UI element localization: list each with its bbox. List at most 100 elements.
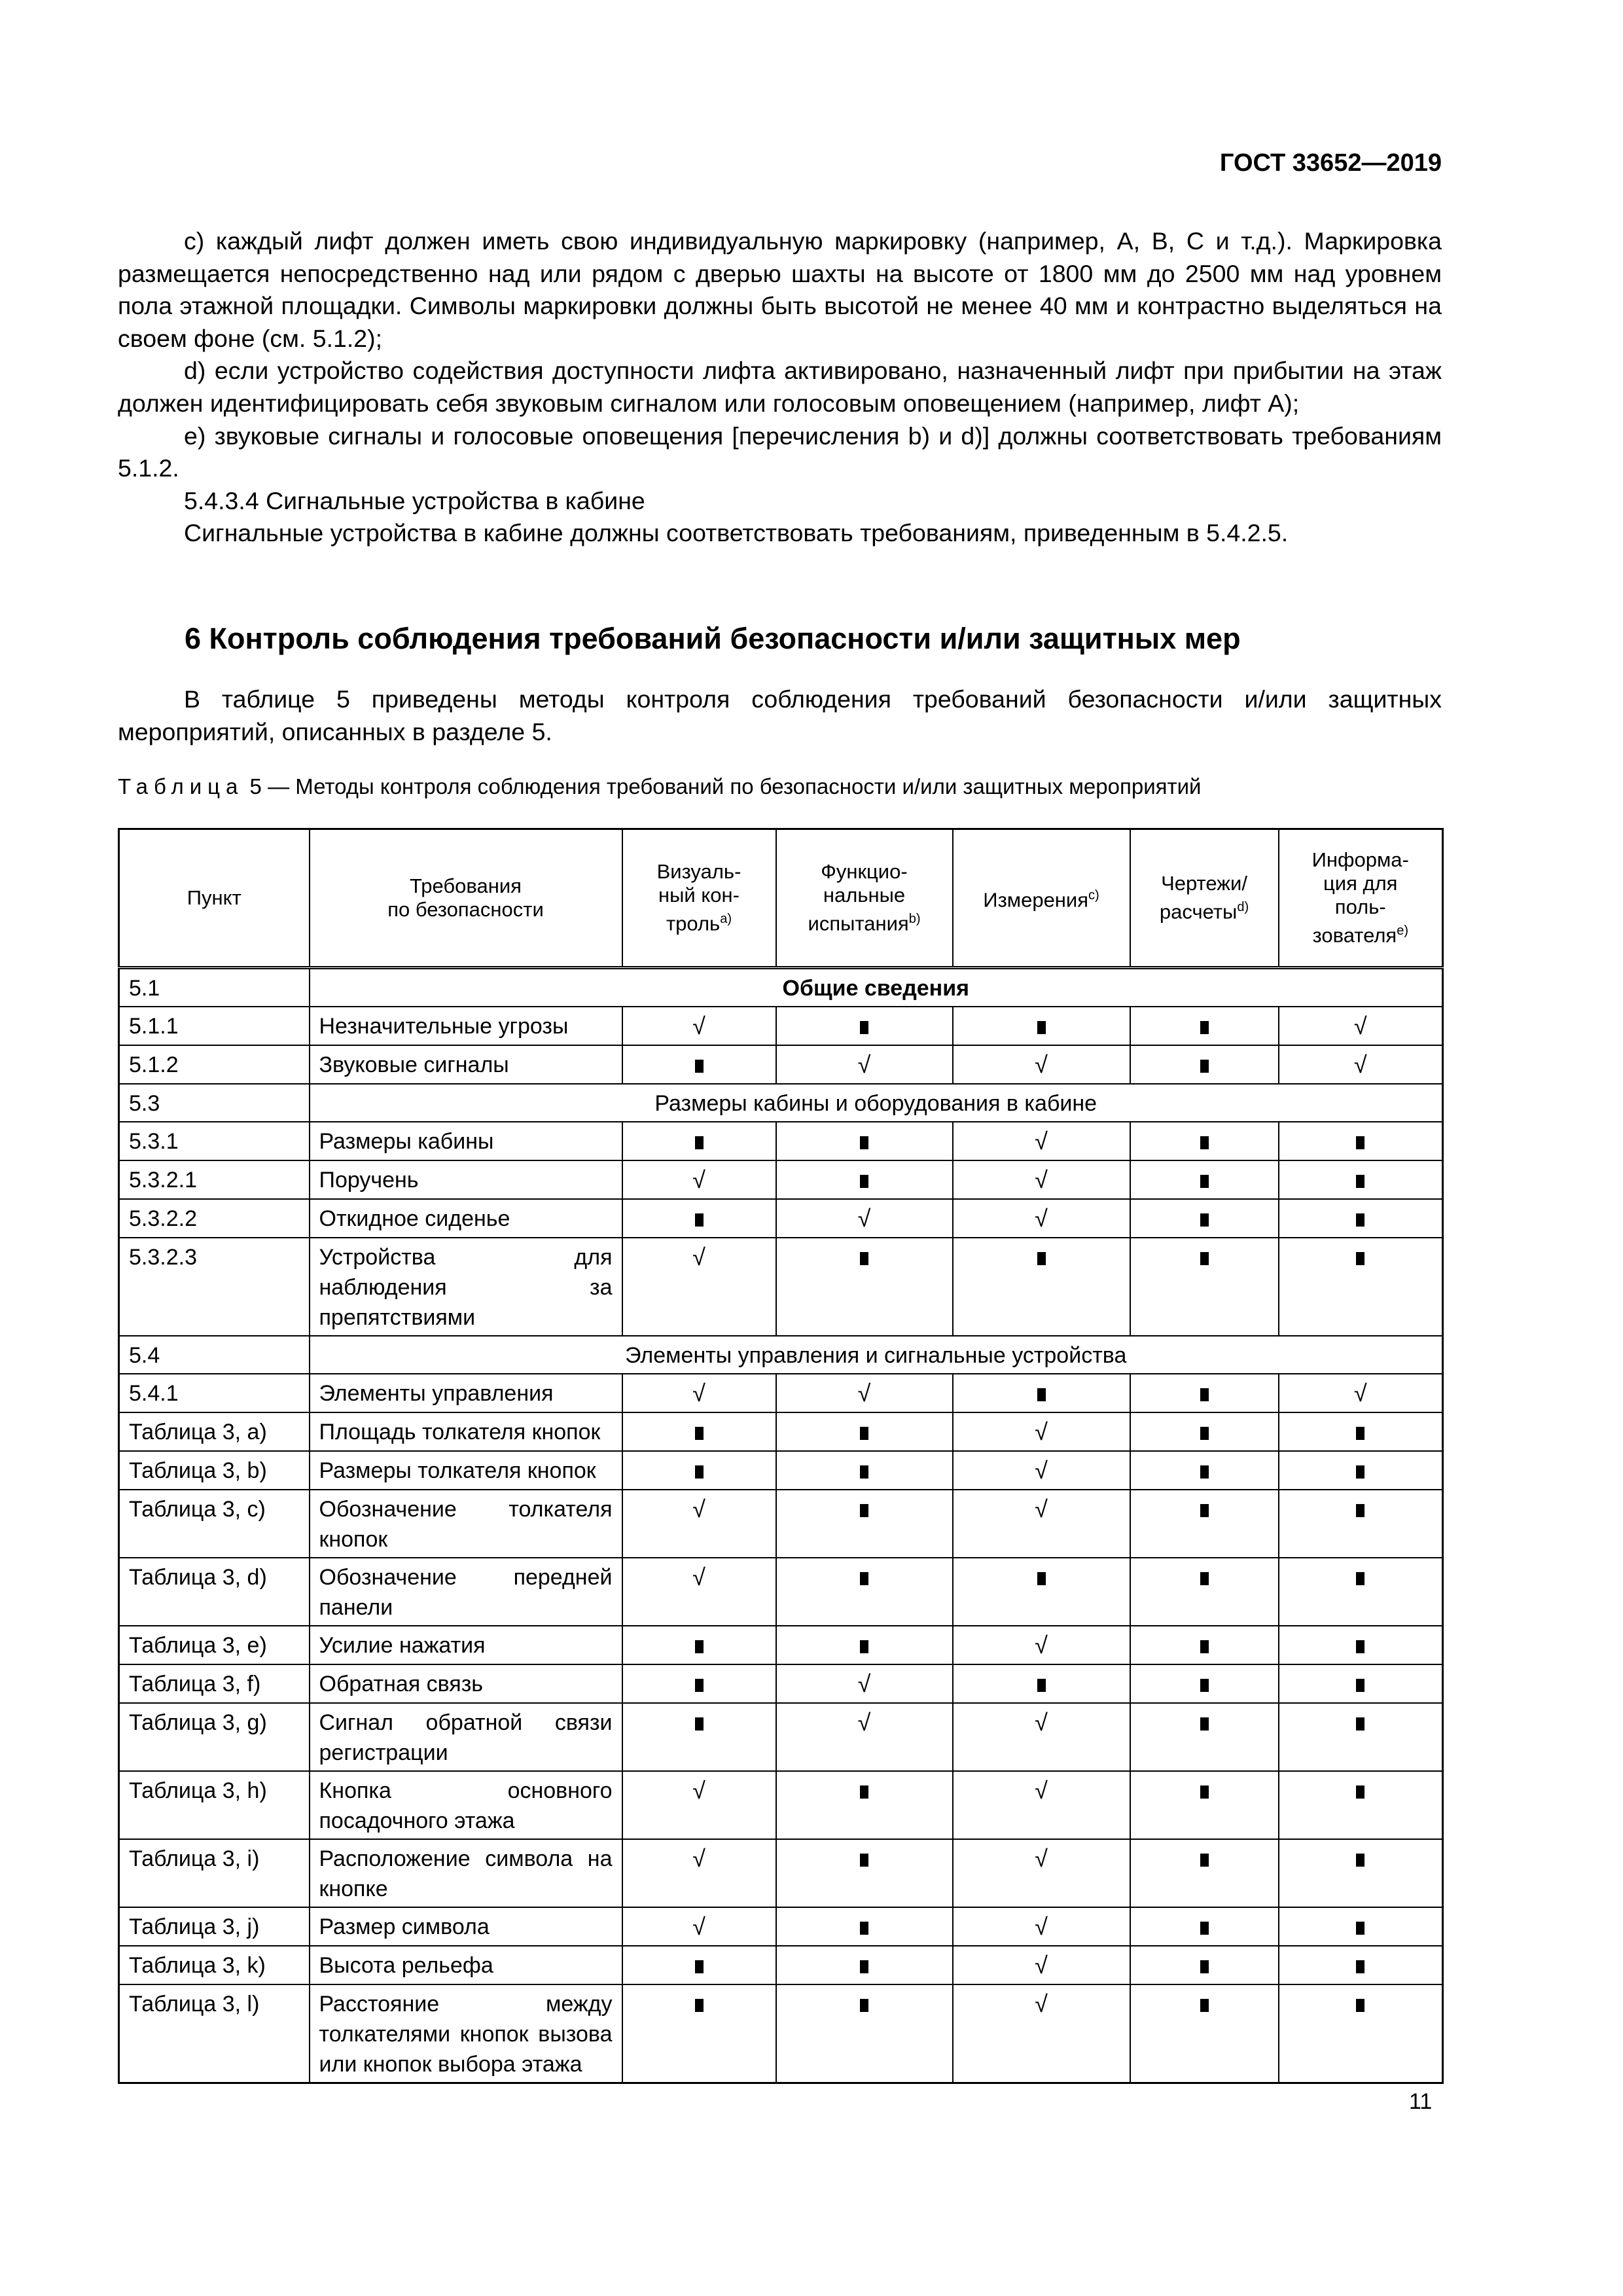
black-square-icon: [1356, 1922, 1365, 1935]
footnote-ref: c): [1088, 888, 1099, 903]
black-square-icon: [1037, 1572, 1046, 1586]
black-square-icon: [694, 1213, 704, 1227]
black-square-icon: [860, 1021, 868, 1035]
cell-punkt: Таблица 3, k): [118, 1945, 310, 1985]
check-mark-icon: √: [1035, 1128, 1048, 1155]
cell-punkt: Таблица 3, j): [118, 1907, 310, 1946]
black-square-icon: [1356, 1640, 1365, 1654]
section-title: Размеры кабины и оборудования в кабине: [308, 1083, 1444, 1122]
cell-user-information: [1277, 1984, 1444, 2084]
cell-functional-tests: [775, 1625, 954, 1665]
cell-requirement: Устройства для наблюдения за препятствия…: [308, 1237, 623, 1336]
table-row: Таблица 3, i) Расположение символа на кно…: [118, 1839, 1444, 1908]
cell-user-information: [1277, 1907, 1444, 1946]
black-square-icon: [1200, 1854, 1209, 1867]
section-title: Общие сведения: [308, 967, 1444, 1007]
table-row: Таблица 3, d) Обозначение передней панели…: [118, 1557, 1444, 1626]
table-row: Таблица 3, j) Размер символа √ √: [118, 1907, 1444, 1946]
black-square-icon: [860, 1504, 868, 1518]
cell-punkt: Таблица 3, h): [118, 1770, 310, 1840]
subsection-title: 5.4.3.4 Сигнальные устройства в кабине: [184, 486, 645, 514]
table-row: Таблица 3, b) Размеры толкателя кнопок √: [118, 1450, 1444, 1490]
caption-text: 5 — Методы контроля соблюдения требовани…: [243, 774, 1202, 798]
cell-drawings-calculations: [1129, 1984, 1279, 2084]
cell-drawings-calculations: [1129, 1770, 1279, 1840]
footnote-ref: b): [908, 912, 921, 927]
black-square-icon: [1200, 1060, 1209, 1073]
cell-measurements: √: [952, 1625, 1131, 1665]
cell-measurements: √: [952, 1160, 1131, 1200]
cell-measurements: √: [952, 1907, 1131, 1946]
cell-requirement: Обратная связь: [308, 1664, 623, 1704]
header-label: Пункт: [187, 886, 241, 909]
cell-punkt: 5.3: [118, 1083, 310, 1122]
table-row: 5.4.1 Элементы управления √ √ √: [118, 1373, 1444, 1413]
cell-measurements: √: [952, 1045, 1131, 1085]
black-square-icon: [1356, 1427, 1365, 1441]
table-row: 5.1.1 Незначительные угрозы √ √: [118, 1006, 1444, 1046]
cell-visual-control: √: [621, 1557, 777, 1626]
cell-user-information: [1277, 1770, 1444, 1840]
check-mark-icon: √: [692, 1845, 705, 1872]
cell-punkt: Таблица 3, d): [118, 1557, 310, 1626]
cell-measurements: √: [952, 1198, 1131, 1238]
intro-paragraph: В таблице 5 приведены методы контроля со…: [118, 685, 1442, 745]
cell-requirement: Расстояние между толкателями кнопок вызо…: [308, 1984, 623, 2084]
black-square-icon: [1037, 1021, 1046, 1035]
cell-functional-tests: [775, 1412, 954, 1452]
table-row: 5.1.2 Звуковые сигналы √ √ √: [118, 1045, 1444, 1085]
cell-requirement: Кнопка основного посадочного этажа: [308, 1770, 623, 1840]
check-mark-icon: √: [857, 1380, 871, 1407]
black-square-icon: [1356, 1717, 1365, 1731]
check-mark-icon: √: [1035, 1845, 1048, 1872]
cell-requirement: Размеры толкателя кнопок: [308, 1450, 623, 1490]
black-square-icon: [694, 1960, 704, 1974]
cell-user-information: [1277, 1198, 1444, 1238]
cell-visual-control: √: [621, 1770, 777, 1840]
black-square-icon: [860, 1465, 868, 1479]
black-square-icon: [1200, 1175, 1209, 1189]
check-mark-icon: √: [692, 1380, 705, 1407]
check-mark-icon: √: [692, 1777, 705, 1804]
cell-drawings-calculations: [1129, 1839, 1279, 1908]
check-mark-icon: √: [1035, 1709, 1048, 1736]
cell-functional-tests: √: [775, 1702, 954, 1772]
cell-user-information: [1277, 1237, 1444, 1336]
cell-drawings-calculations: [1129, 1121, 1279, 1161]
paragraph-signal: Сигнальные устройства в кабине должны со…: [184, 519, 1289, 547]
table-row: Таблица 3, f) Обратная связь √: [118, 1664, 1444, 1704]
black-square-icon: [1200, 1427, 1209, 1441]
check-mark-icon: √: [1353, 1051, 1367, 1078]
cell-punkt: 5.4.1: [118, 1373, 310, 1413]
cell-requirement: Звуковые сигналы: [308, 1045, 623, 1085]
cell-requirement: Сигнал обратной связи регистрации: [308, 1702, 623, 1772]
cell-user-information: √: [1277, 1006, 1444, 1046]
cell-user-information: [1277, 1664, 1444, 1704]
cell-measurements: √: [952, 1770, 1131, 1840]
paragraph-c: c) каждый лифт должен иметь свою индивид…: [118, 227, 1442, 352]
black-square-icon: [1200, 1999, 1209, 2013]
black-square-icon: [694, 1060, 704, 1073]
black-square-icon: [1200, 1960, 1209, 1974]
table-row: Таблица 3, l) Расстояние между толкателям…: [118, 1984, 1444, 2084]
cell-punkt: 5.1: [118, 967, 310, 1007]
table-row: Таблица 3, c) Обозначение толкателя кнопо…: [118, 1489, 1444, 1558]
cell-visual-control: [621, 1625, 777, 1665]
black-square-icon: [1356, 1213, 1365, 1227]
header-label: Функцио- нальные испытания: [808, 860, 909, 935]
cell-drawings-calculations: [1129, 1237, 1279, 1336]
cell-visual-control: √: [621, 1160, 777, 1200]
header-measurements: Измеренияc): [952, 828, 1131, 969]
cell-functional-tests: [775, 1557, 954, 1626]
check-mark-icon: √: [1035, 1632, 1048, 1659]
cell-punkt: 5.4: [118, 1335, 310, 1374]
cell-measurements: [952, 1237, 1131, 1336]
black-square-icon: [860, 1960, 868, 1974]
cell-visual-control: [621, 1945, 777, 1985]
black-square-icon: [1037, 1388, 1046, 1402]
black-square-icon: [1356, 1175, 1365, 1189]
cell-measurements: [952, 1373, 1131, 1413]
table-row: 5.3.2.2 Откидное сиденье √ √: [118, 1198, 1444, 1238]
header-label: Чертежи/ расчеты: [1159, 872, 1247, 924]
black-square-icon: [860, 1785, 868, 1799]
